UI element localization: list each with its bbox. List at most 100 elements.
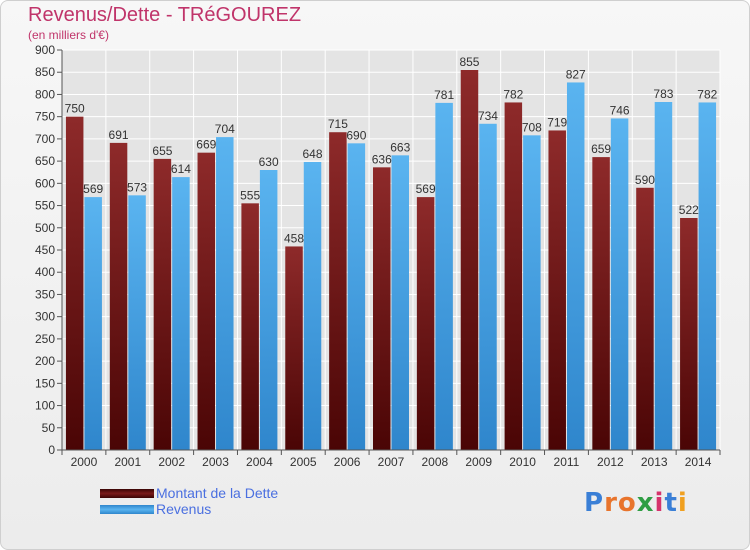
- data-label: 630: [259, 155, 279, 169]
- data-label: 746: [610, 103, 630, 117]
- bar-dette: [329, 132, 347, 450]
- x-tick-label: 2011: [554, 455, 580, 469]
- data-label: 636: [372, 152, 392, 166]
- x-tick-label: 2010: [509, 455, 536, 469]
- proxiti-logo: Proxiti: [584, 488, 688, 518]
- data-label: 522: [679, 203, 699, 217]
- bar-dette: [285, 246, 303, 450]
- data-label: 827: [566, 67, 586, 81]
- chart-subtitle: (en milliers d'€): [28, 28, 109, 42]
- data-label: 750: [65, 102, 85, 116]
- bar-dette: [680, 218, 698, 450]
- y-tick-label: 300: [35, 310, 55, 324]
- bar-dette: [504, 102, 523, 450]
- bar-dette: [416, 197, 435, 450]
- bars: [65, 70, 717, 451]
- bar-dette: [460, 70, 479, 450]
- logo-letter: r: [604, 488, 618, 518]
- data-label: 555: [240, 188, 260, 202]
- bar-revenus: [523, 135, 541, 451]
- y-tick-label: 900: [35, 43, 55, 57]
- logo-letter: x: [636, 488, 655, 518]
- y-tick-label: 800: [35, 87, 55, 101]
- data-label: 569: [83, 182, 103, 196]
- legend-swatch-revenus: [100, 505, 154, 514]
- y-tick-label: 50: [42, 421, 56, 435]
- x-tick-label: 2003: [202, 455, 229, 469]
- data-label: 782: [503, 87, 523, 101]
- bar-revenus: [259, 170, 278, 450]
- data-label: 669: [196, 138, 216, 152]
- x-tick-label: 2008: [422, 455, 449, 469]
- bar-dette: [197, 152, 216, 450]
- data-label: 648: [303, 147, 323, 161]
- chart-title: Revenus/Dette - TRéGOUREZ: [28, 4, 302, 26]
- data-label: 663: [390, 140, 410, 154]
- legend-label-debt: Montant de la Dette: [156, 485, 279, 501]
- y-tick-label: 750: [35, 110, 55, 124]
- x-tick-label: 2006: [334, 455, 361, 469]
- bar-revenus: [566, 82, 585, 450]
- data-label: 708: [522, 120, 542, 134]
- bar-dette: [373, 167, 391, 451]
- bar-revenus: [479, 123, 497, 451]
- bar-revenus: [84, 197, 102, 450]
- y-tick-label: 0: [48, 443, 55, 457]
- data-label: 659: [591, 142, 611, 156]
- data-label: 614: [171, 162, 191, 176]
- data-label: 569: [416, 182, 436, 196]
- bar-dette: [548, 130, 566, 450]
- y-tick-label: 450: [35, 243, 55, 257]
- y-tick-label: 400: [35, 265, 55, 279]
- bar-dette: [109, 142, 128, 450]
- bar-dette: [636, 187, 654, 450]
- x-tick-label: 2004: [246, 455, 273, 469]
- data-label: 573: [127, 180, 147, 194]
- bar-revenus: [610, 118, 629, 450]
- x-tick-label: 2012: [597, 455, 624, 469]
- y-tick-label: 850: [35, 65, 55, 79]
- data-label: 690: [346, 128, 366, 142]
- y-tick-label: 100: [35, 399, 55, 413]
- x-tick-label: 2001: [114, 455, 141, 469]
- data-labels: 7505696915736556146697045556304586487156…: [65, 55, 718, 245]
- data-label: 590: [635, 173, 655, 187]
- y-tick-label: 200: [35, 354, 55, 368]
- y-tick-label: 650: [35, 154, 55, 168]
- data-label: 691: [109, 128, 129, 142]
- x-tick-label: 2013: [641, 455, 668, 469]
- y-tick-label: 500: [35, 221, 55, 235]
- y-tick-label: 350: [35, 287, 55, 301]
- legend-swatch-debt: [100, 489, 154, 498]
- bar-revenus: [347, 143, 366, 451]
- legend-label-revenus: Revenus: [156, 501, 212, 517]
- bar-dette: [241, 203, 259, 450]
- bar-revenus: [303, 162, 322, 450]
- x-tick-label: 2009: [465, 455, 492, 469]
- y-tick-label: 600: [35, 176, 55, 190]
- y-tick-label: 250: [35, 332, 55, 346]
- data-label: 783: [653, 87, 673, 101]
- bar-revenus: [128, 195, 146, 450]
- data-label: 458: [284, 231, 304, 245]
- bar-dette: [592, 157, 610, 450]
- data-label: 855: [459, 55, 479, 69]
- data-label: 734: [478, 109, 498, 123]
- axes: 0 50 100 150 200 250 300 350 400 450 500 550 600 650 7…: [35, 43, 721, 469]
- data-label: 781: [434, 88, 454, 102]
- y-tick-label: 700: [35, 132, 55, 146]
- data-label: 782: [697, 87, 717, 101]
- x-tick-label: 2007: [378, 455, 405, 469]
- x-tick-label: 2000: [71, 455, 98, 469]
- bar-revenus: [391, 155, 409, 451]
- y-tick-label: 550: [35, 199, 55, 213]
- logo-letter: o: [617, 488, 637, 518]
- y-tick-label: 150: [35, 376, 55, 390]
- x-tick-label: 2002: [158, 455, 185, 469]
- data-label: 655: [152, 144, 172, 158]
- bar-dette: [153, 158, 172, 450]
- logo-letter: t: [664, 488, 678, 518]
- bar-revenus: [654, 102, 673, 450]
- bar-revenus: [435, 102, 453, 450]
